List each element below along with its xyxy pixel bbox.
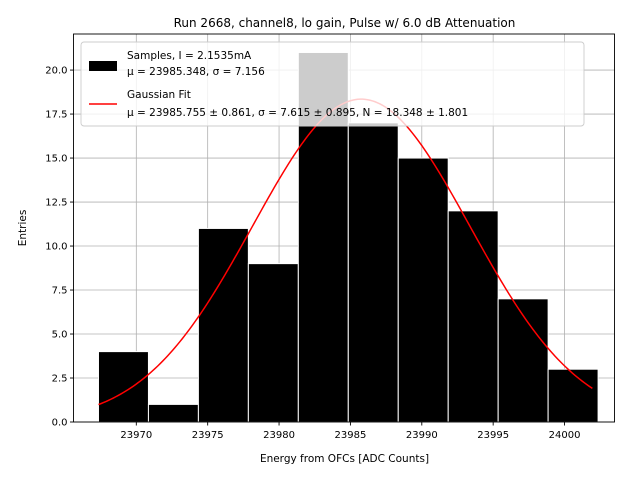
histogram-bar [197, 227, 249, 423]
legend-fit-label: Gaussian Fit [127, 89, 191, 101]
chart-title: Run 2668, channel8, lo gain, Pulse w/ 6.… [174, 16, 516, 30]
histogram-bar [447, 210, 499, 423]
y-axis-ticks: 0.0 2.5 5.0 7.5 10.0 12.5 15.0 17.5 20.0 [45, 66, 74, 429]
y-axis-label: Entries [17, 210, 29, 247]
x-tick-label: 23980 [263, 430, 295, 441]
y-tick-label: 20.0 [45, 66, 67, 77]
y-tick-label: 12.5 [45, 198, 67, 209]
y-tick-label: 2.5 [52, 374, 68, 385]
legend-fit-stats: μ = 23985.755 ± 0.861, σ = 7.615 ± 0.895… [127, 107, 468, 119]
y-tick-label: 10.0 [45, 242, 67, 253]
x-tick-label: 24000 [549, 430, 581, 441]
x-tick-label: 23970 [120, 430, 152, 441]
legend: Samples, I = 2.1535mA μ = 23985.348, σ =… [80, 41, 585, 127]
histogram-bar [547, 368, 599, 423]
legend-samples-patch [89, 61, 117, 71]
legend-box [80, 41, 585, 127]
plot-frame [73, 33, 615, 423]
y-tick-label: 0.0 [52, 418, 68, 429]
legend-samples-stats: μ = 23985.348, σ = 7.156 [127, 66, 265, 78]
x-tick-label: 23995 [477, 430, 509, 441]
x-tick-label: 23990 [406, 430, 438, 441]
y-tick-label: 7.5 [52, 286, 68, 297]
x-tick-label: 23985 [335, 430, 367, 441]
legend-samples-label: Samples, I = 2.1535mA [127, 50, 252, 62]
histogram-bar [497, 298, 549, 423]
y-tick-label: 15.0 [45, 154, 67, 165]
histogram-bar [247, 263, 299, 423]
histogram-bar [347, 122, 399, 423]
x-axis-ticks: 23970 23975 23980 23985 23990 23995 24000 [120, 422, 580, 441]
x-axis-label: Energy from OFCs [ADC Counts] [260, 453, 429, 465]
histogram-bar [97, 351, 149, 423]
y-tick-label: 5.0 [52, 330, 68, 341]
y-tick-label: 17.5 [45, 110, 67, 121]
x-tick-label: 23975 [192, 430, 224, 441]
histogram-bar [397, 157, 449, 423]
histogram-bar [147, 403, 199, 423]
